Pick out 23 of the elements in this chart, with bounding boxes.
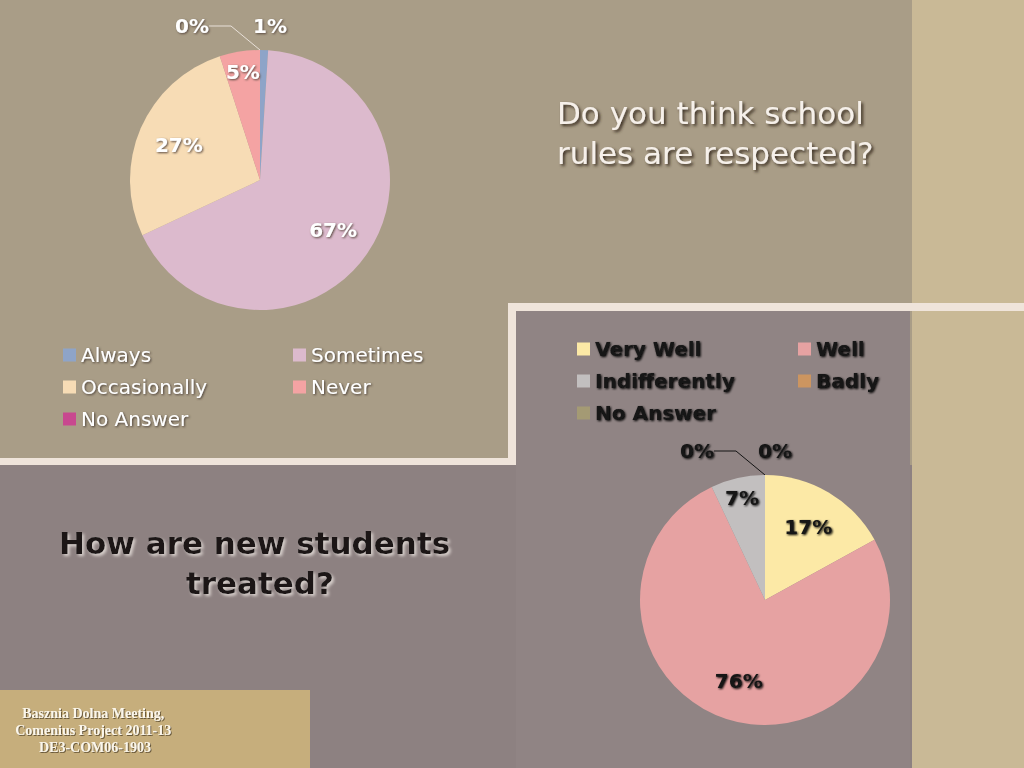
legend-label: Indifferently xyxy=(595,369,735,393)
data-label: 27% xyxy=(154,132,203,157)
data-label: 1% xyxy=(253,14,287,38)
data-label: 76% xyxy=(714,668,763,693)
text: Do you think school rules are respected? xyxy=(557,95,874,171)
legend-label: Never xyxy=(311,375,372,399)
text: 0% xyxy=(758,439,792,463)
legend-label: Very Well xyxy=(595,337,702,361)
data-label: 67% xyxy=(309,217,358,242)
text: 0% xyxy=(680,439,714,463)
legend-label: Always xyxy=(81,343,152,367)
text: How are new students treated? xyxy=(59,525,461,601)
data-label: 5% xyxy=(225,60,260,85)
text: 0% xyxy=(175,14,209,38)
legend-label: Well xyxy=(816,337,865,361)
legend-label: Occasionally xyxy=(81,375,208,399)
legend-label: Sometimes xyxy=(311,343,424,367)
data-label: 7% xyxy=(725,485,760,510)
data-label: 17% xyxy=(784,514,833,539)
text: Basznia Dolna Meeting, Comenius Project 2011-13 DE3-COM06-1903 xyxy=(15,706,175,755)
legend-label: Badly xyxy=(816,369,879,393)
legend-label: No Answer xyxy=(81,407,189,431)
legend-label: No Answer xyxy=(595,401,717,425)
